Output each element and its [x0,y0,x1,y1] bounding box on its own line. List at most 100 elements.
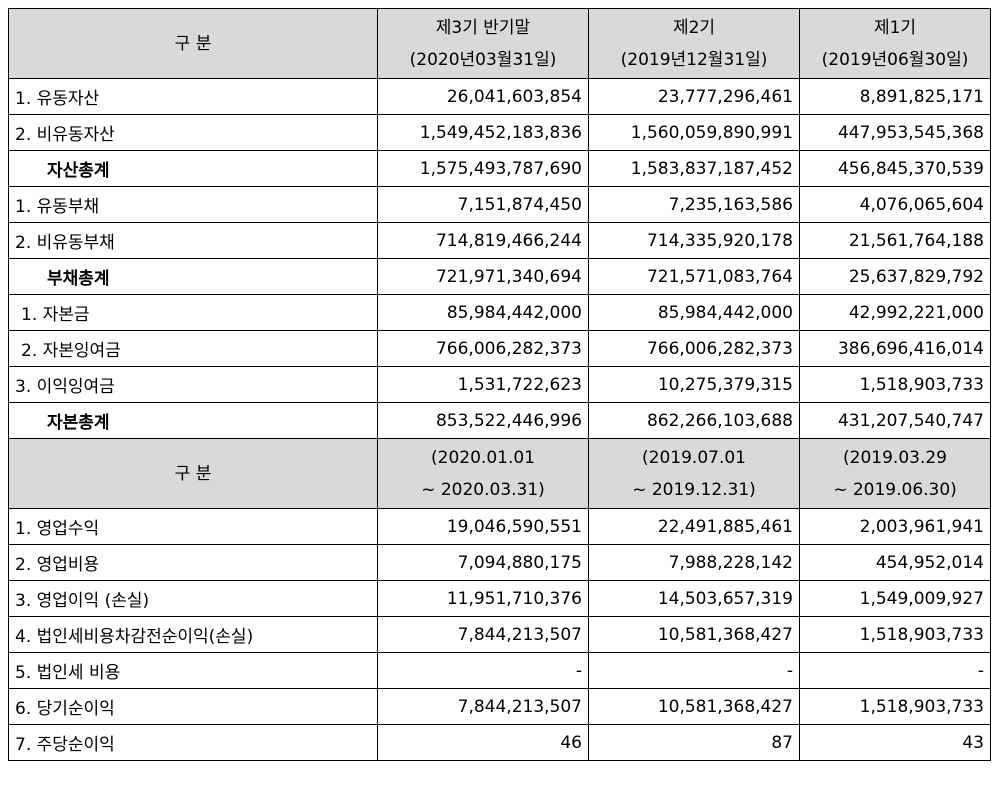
table-row: 1. 영업수익 19,046,590,551 22,491,885,461 2,003… [8,508,991,545]
table-row: 자산총계 1,575,493,787,690 1,583,837,187,452 45… [8,150,991,187]
row-label: 자본총계 [8,402,378,439]
value-cell: 43 [799,724,991,761]
value-cell: 2,003,961,941 [799,508,991,545]
row-label: 3. 영업이익 (손실) [8,580,378,617]
value-cell: 21,561,764,188 [799,222,991,259]
value-cell: 7,988,228,142 [588,544,800,581]
value-cell: 1,518,903,733 [799,366,991,403]
row-label: 7. 주당순이익 [8,724,378,761]
header-line-2: (2020년03월31일) [409,49,557,70]
value-cell: 714,819,466,244 [377,222,589,259]
row-label: 1. 유동자산 [8,78,378,115]
value-cell: 10,581,368,427 [588,688,800,725]
header-line-2: (2019년06월30일) [821,49,969,70]
row-label: 1. 유동부채 [8,186,378,223]
value-cell: 7,844,213,507 [377,688,589,725]
header-line-1: 제3기 반기말 [435,17,531,38]
value-cell: 714,335,920,178 [588,222,800,259]
value-cell: 456,845,370,539 [799,150,991,187]
value-cell: 862,266,103,688 [588,402,800,439]
value-cell: 7,151,874,450 [377,186,589,223]
header-line-2: ~ 2020.03.31) [421,479,545,500]
value-cell: 22,491,885,461 [588,508,800,545]
row-label: 4. 법인세비용차감전순이익(손실) [8,616,378,653]
value-cell: 454,952,014 [799,544,991,581]
header-line-2: ~ 2019.12.31) [632,479,756,500]
value-cell: 766,006,282,373 [588,330,800,367]
value-cell: 7,235,163,586 [588,186,800,223]
row-label: 2. 영업비용 [8,544,378,581]
value-cell: 4,076,065,604 [799,186,991,223]
table-row: 5. 법인세 비용 - - - [8,652,991,689]
header-row: 구 분 제3기 반기말 (2020년03월31일) 제2기 (2019년12월31일) 제… [8,8,991,79]
value-cell: 1,518,903,733 [799,616,991,653]
header-line-2: ~ 2019.06.30) [833,479,957,500]
table-row: 자본총계 853,522,446,996 862,266,103,688 431,20… [8,402,991,439]
table-row: 1. 자본금 85,984,442,000 85,984,442,000 42,992… [8,294,991,331]
table-row: 2. 비유동부채 714,819,466,244 714,335,920,178 21… [8,222,991,259]
value-cell: 1,531,722,623 [377,366,589,403]
table-row: 7. 주당순이익 46 87 43 [8,724,991,761]
value-cell: 1,575,493,787,690 [377,150,589,187]
value-cell: 10,275,379,315 [588,366,800,403]
header-label: 구 분 [8,8,378,79]
row-label: 2. 비유동부채 [8,222,378,259]
row-label: 1. 영업수익 [8,508,378,545]
value-cell: - [588,652,800,689]
row-label: 2. 자본잉여금 [8,330,378,367]
row-label: 3. 이익잉여금 [8,366,378,403]
table-row: 3. 영업이익 (손실) 11,951,710,376 14,503,657,319… [8,580,991,617]
value-cell: 87 [588,724,800,761]
value-cell: 853,522,446,996 [377,402,589,439]
header-line-1: 제2기 [672,17,716,38]
header-cell: 제2기 (2019년12월31일) [588,8,800,79]
table-row: 2. 자본잉여금 766,006,282,373 766,006,282,373 38… [8,330,991,367]
value-cell: 11,951,710,376 [377,580,589,617]
value-cell: 10,581,368,427 [588,616,800,653]
value-cell: 85,984,442,000 [377,294,589,331]
value-cell: 19,046,590,551 [377,508,589,545]
table-row: 2. 비유동자산 1,549,452,183,836 1,560,059,890,9… [8,114,991,151]
value-cell: 85,984,442,000 [588,294,800,331]
value-cell: 1,518,903,733 [799,688,991,725]
value-cell: 23,777,296,461 [588,78,800,115]
value-cell: 766,006,282,373 [377,330,589,367]
header-line-2: (2019년12월31일) [620,49,768,70]
table-body: 구 분 제3기 반기말 (2020년03월31일) 제2기 (2019년12월31일) 제… [8,8,991,761]
table-row: 부채총계 721,971,340,694 721,571,083,764 25,637… [8,258,991,295]
header-cell: 제1기 (2019년06월30일) [799,8,991,79]
value-cell: 1,583,837,187,452 [588,150,800,187]
value-cell: - [799,652,991,689]
header-row: 구 분 (2020.01.01 ~ 2020.03.31) (2019.07.01 ~ … [8,438,991,509]
table-row: 3. 이익잉여금 1,531,722,623 10,275,379,315 1,518… [8,366,991,403]
table-row: 4. 법인세비용차감전순이익(손실) 7,844,213,507 10,581,36… [8,616,991,653]
header-line-1: (2020.01.01 [431,447,535,468]
value-cell: 46 [377,724,589,761]
header-line-1: 제1기 [873,17,917,38]
value-cell: 386,696,416,014 [799,330,991,367]
value-cell: 1,549,452,183,836 [377,114,589,151]
table-row: 1. 유동부채 7,151,874,450 7,235,163,586 4,076,0… [8,186,991,223]
value-cell: 8,891,825,171 [799,78,991,115]
header-line-1: (2019.03.29 [843,447,947,468]
value-cell: 26,041,603,854 [377,78,589,115]
row-label: 1. 자본금 [8,294,378,331]
row-label: 자산총계 [8,150,378,187]
header-cell: (2020.01.01 ~ 2020.03.31) [377,438,589,509]
row-label: 2. 비유동자산 [8,114,378,151]
value-cell: 7,844,213,507 [377,616,589,653]
value-cell: 431,207,540,747 [799,402,991,439]
value-cell: 14,503,657,319 [588,580,800,617]
value-cell: 1,560,059,890,991 [588,114,800,151]
financial-summary-table: 구 분 제3기 반기말 (2020년03월31일) 제2기 (2019년12월31일) 제… [8,8,991,761]
table-row: 6. 당기순이익 7,844,213,507 10,581,368,427 1,518… [8,688,991,725]
header-label: 구 분 [8,438,378,509]
value-cell: 721,971,340,694 [377,258,589,295]
value-cell: - [377,652,589,689]
row-label: 6. 당기순이익 [8,688,378,725]
value-cell: 1,549,009,927 [799,580,991,617]
table-row: 1. 유동자산 26,041,603,854 23,777,296,461 8,891… [8,78,991,115]
table-row: 2. 영업비용 7,094,880,175 7,988,228,142 454,952… [8,544,991,581]
header-cell: 제3기 반기말 (2020년03월31일) [377,8,589,79]
header-cell: (2019.03.29 ~ 2019.06.30) [799,438,991,509]
